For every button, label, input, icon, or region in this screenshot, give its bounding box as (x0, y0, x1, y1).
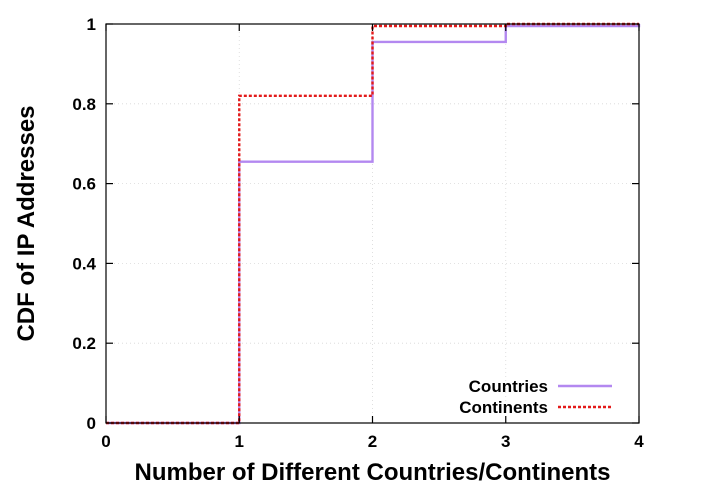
x-axis-label: Number of Different Countries/Continents (134, 459, 610, 486)
y-axis-label: CDF of IP Addresses (13, 105, 40, 341)
tick-labels: 0 1 2 3 4 0 0.2 0.4 0.6 0.8 1 (72, 15, 644, 451)
legend-label-countries: Countries (469, 377, 548, 396)
x-tick-label: 4 (634, 432, 644, 451)
y-tick-label: 0.2 (72, 334, 96, 353)
x-tick-label: 1 (235, 432, 244, 451)
legend-label-continents: Continents (459, 398, 548, 417)
series-line-continents (106, 22, 639, 425)
y-tick-label: 0 (87, 414, 96, 433)
x-tick-label: 3 (501, 432, 510, 451)
axis-ticks (105, 23, 640, 424)
series-layer (106, 22, 641, 425)
y-tick-label: 0.6 (72, 175, 96, 194)
x-tick-label: 0 (101, 432, 110, 451)
y-tick-label: 0.4 (72, 254, 96, 273)
y-tick-label: 1 (87, 15, 96, 34)
x-tick-label: 2 (368, 432, 377, 451)
y-tick-label: 0.8 (72, 95, 96, 114)
legend: Countries Continents (459, 377, 612, 417)
